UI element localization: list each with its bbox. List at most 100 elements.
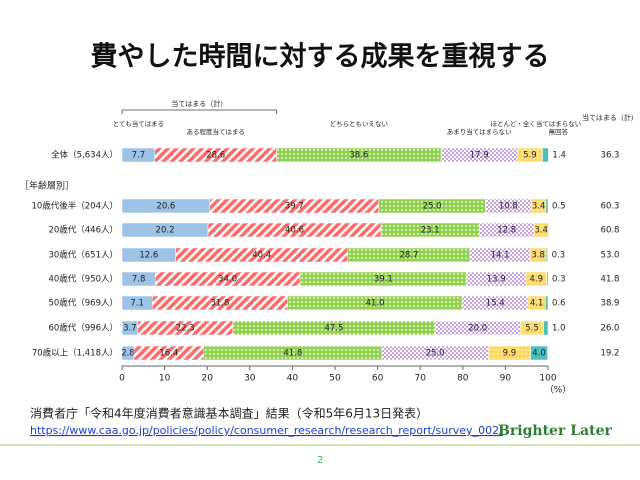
data-label: 34.0 xyxy=(218,275,237,285)
data-label: 41.0 xyxy=(366,299,385,309)
x-tick-label: 20 xyxy=(201,374,213,384)
category-label: 10歳代後半（204人） xyxy=(31,201,118,212)
data-label: 3.7 xyxy=(123,324,137,334)
total-label: 41.8 xyxy=(601,275,620,285)
data-label: 3.4 xyxy=(532,202,546,212)
x-tick-label: 30 xyxy=(244,374,256,384)
data-label: 1.4 xyxy=(552,151,566,161)
data-label: 20.2 xyxy=(156,226,175,236)
data-label: 4.0 xyxy=(532,349,546,359)
title: 費やした時間に対する成果を重視する xyxy=(91,42,550,73)
x-tick-label: 90 xyxy=(500,374,512,384)
x-tick-label: 50 xyxy=(329,374,341,384)
category-label: 20歳代（446人） xyxy=(48,225,118,236)
data-label: 23.1 xyxy=(421,226,440,236)
data-label: 7.8 xyxy=(132,275,146,285)
total-label: 38.9 xyxy=(601,299,620,309)
bar-segment xyxy=(543,320,549,336)
source: 消費者庁「令和4年度消費者意識基本調査」結果（令和5年6月13日発表） xyxy=(30,406,428,421)
total-label: 26.0 xyxy=(601,324,620,334)
group-label: ［年齢層別］ xyxy=(20,180,74,192)
bar-segment xyxy=(545,295,549,311)
data-label: 3.4 xyxy=(534,226,548,236)
data-label: 13.9 xyxy=(487,275,506,285)
total-label: 60.3 xyxy=(601,202,620,212)
url-link[interactable]: https://www.caa.go.jp/policies/policy/co… xyxy=(30,424,503,437)
total-header: 当てはまる（計） xyxy=(582,113,638,122)
data-label: 22.3 xyxy=(176,324,195,334)
category-label: 30歳代（651人） xyxy=(48,250,118,261)
data-label: 12.8 xyxy=(497,226,516,236)
data-label: 9.9 xyxy=(503,349,517,359)
category-label: 70歳以上（1,418人） xyxy=(32,348,118,359)
x-tick-label: 0 xyxy=(119,374,125,384)
x-tick-label: 60 xyxy=(372,374,384,384)
legend-label: 無回答 xyxy=(549,127,569,136)
data-label: 25.0 xyxy=(426,349,445,359)
data-label: 41.8 xyxy=(283,349,302,359)
bar-segment xyxy=(533,222,549,238)
data-label: 40.4 xyxy=(252,251,271,261)
x-tick-label: 10 xyxy=(159,374,171,384)
x-tick-label: 40 xyxy=(287,374,299,384)
data-label: 12.6 xyxy=(139,251,158,261)
brand: Brighter Later xyxy=(498,423,612,439)
total-label: 53.0 xyxy=(601,251,620,261)
data-label: 39.7 xyxy=(285,202,304,212)
category-label: 60歳代（996人） xyxy=(48,323,118,334)
data-label: 38.6 xyxy=(349,151,368,161)
data-label: 47.5 xyxy=(324,324,343,334)
data-label: 4.9 xyxy=(530,275,544,285)
data-label: 20.6 xyxy=(156,202,175,212)
legend-label: とても当てはまる xyxy=(113,119,164,128)
data-label: 0.3 xyxy=(552,251,566,261)
data-label: 0.6 xyxy=(552,299,566,309)
category-label: 全体（5,634人） xyxy=(51,150,118,161)
legend-label: どちらともいえない xyxy=(330,120,388,128)
bar-segment xyxy=(530,345,548,361)
bracket xyxy=(121,109,278,114)
total-label: 36.3 xyxy=(601,151,620,161)
data-label: 5.9 xyxy=(523,151,537,161)
data-label: 5.5 xyxy=(525,324,539,334)
category-label: 40歳代（950人） xyxy=(48,274,118,285)
category-label: 50歳代（969人） xyxy=(48,298,118,309)
data-label: 0.3 xyxy=(552,275,566,285)
bar-segment xyxy=(546,271,549,287)
data-label: 2.8 xyxy=(121,349,135,359)
data-label: 16.4 xyxy=(159,349,178,359)
x-tick-label: 70 xyxy=(414,374,426,384)
data-label: 20.0 xyxy=(468,324,487,334)
unit-label: （%） xyxy=(545,385,572,396)
data-label: 39.1 xyxy=(374,275,393,285)
data-label: 40.6 xyxy=(285,226,304,236)
data-label: 31.8 xyxy=(211,299,230,309)
data-label: 28.6 xyxy=(206,151,225,161)
data-label: 4.1 xyxy=(530,299,544,309)
x-tick-label: 100 xyxy=(539,374,556,384)
data-label: 7.1 xyxy=(130,299,144,309)
bar-segment xyxy=(545,198,549,214)
total-label: 19.2 xyxy=(601,349,620,359)
x-tick-label: 80 xyxy=(457,374,469,384)
bracket-label: 当てはまる（計） xyxy=(171,99,227,108)
data-label: 1.0 xyxy=(552,324,566,334)
data-label: 25.0 xyxy=(423,202,442,212)
data-label: 0.5 xyxy=(552,202,566,212)
legend-label: あまり当てはまらない xyxy=(447,127,512,136)
page-number: 2 xyxy=(317,455,323,466)
total-label: 60.8 xyxy=(601,226,620,236)
data-label: 17.9 xyxy=(470,151,489,161)
data-label: 3.8 xyxy=(531,251,545,261)
legend-label: ほとんど・全く当てはまらない xyxy=(491,119,582,128)
data-label: 10.8 xyxy=(499,202,518,212)
data-label: 28.7 xyxy=(399,251,418,261)
bar-segment xyxy=(546,247,548,263)
legend-label: ある程度当てはまる xyxy=(187,127,245,136)
url[interactable]: https://www.caa.go.jp/policies/policy/co… xyxy=(30,424,503,437)
bar-segment xyxy=(542,147,549,163)
data-label: 7.7 xyxy=(132,151,146,161)
data-label: 15.4 xyxy=(486,299,505,309)
data-label: 14.1 xyxy=(491,251,510,261)
